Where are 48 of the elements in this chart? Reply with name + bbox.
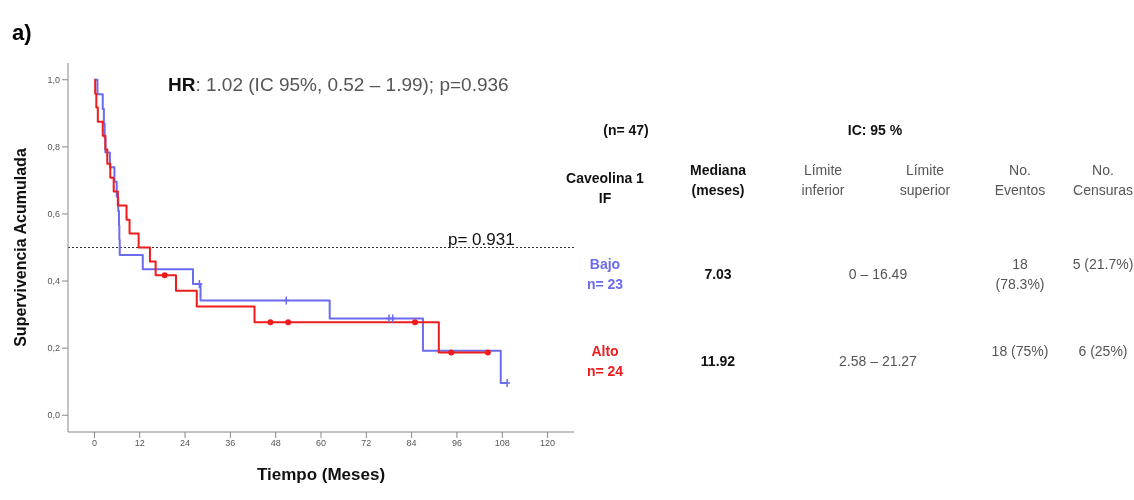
text: Límite superior bbox=[898, 161, 952, 200]
x-tick-label: 60 bbox=[315, 438, 327, 449]
x-tick-label: 84 bbox=[406, 438, 417, 449]
text: 11.92 bbox=[699, 352, 737, 371]
y-tick-label: 0,4 bbox=[47, 276, 60, 287]
annotation: HR: 1.02 (IC 95%, 0.52 – 1.99); p=0.936 bbox=[168, 74, 509, 96]
point bbox=[161, 272, 168, 279]
y-tick-label: 0,8 bbox=[47, 142, 60, 153]
x-tick-label: 36 bbox=[225, 438, 236, 449]
point bbox=[285, 319, 292, 326]
point bbox=[412, 319, 419, 326]
text: 18 (75%) bbox=[990, 342, 1050, 361]
text: No. Censuras bbox=[1072, 161, 1134, 200]
y-axis-title: Supervivencia Acumulada bbox=[11, 148, 29, 347]
point bbox=[484, 349, 491, 356]
annotation: Caveolina 1 IF bbox=[565, 169, 645, 208]
point bbox=[448, 349, 455, 356]
x-tick-label: 12 bbox=[134, 438, 145, 449]
x-tick-label: 120 bbox=[540, 438, 556, 449]
x-tick-label: 96 bbox=[451, 438, 462, 449]
x-tick-label: 72 bbox=[361, 438, 372, 449]
text: n= 24 bbox=[585, 362, 625, 381]
x-tick-label: 108 bbox=[494, 438, 510, 449]
x-tick-label: 0 bbox=[91, 438, 97, 449]
text: n= 23 bbox=[585, 275, 625, 294]
text: Alto bbox=[590, 342, 620, 361]
text: 0 – 16.49 bbox=[847, 265, 909, 284]
text: Límite inferior bbox=[800, 161, 846, 200]
y-tick-label: 0,2 bbox=[47, 343, 60, 354]
text: 2.58 – 21.27 bbox=[838, 352, 918, 371]
text: No. Eventos bbox=[993, 161, 1047, 200]
text: 18 (78.3%) bbox=[994, 255, 1046, 294]
y-tick-label: 0,0 bbox=[47, 410, 60, 421]
x-tick-label: 24 bbox=[180, 438, 191, 449]
text: Bajo bbox=[588, 255, 622, 274]
point bbox=[267, 319, 274, 326]
text: 7.03 bbox=[703, 265, 733, 284]
text: 5 (21.7%) bbox=[1072, 255, 1134, 274]
y-tick-label: 1,0 bbox=[47, 74, 60, 85]
y-tick-label: 0,6 bbox=[47, 209, 60, 220]
text: Mediana (meses) bbox=[689, 161, 747, 200]
text: IC: 95 % bbox=[846, 121, 904, 140]
text: 6 (25%) bbox=[1077, 342, 1129, 361]
text: a) bbox=[12, 20, 32, 46]
x-tick-label: 48 bbox=[270, 438, 281, 449]
annotation: p= 0.931 bbox=[448, 230, 515, 250]
x-axis-title: Tiempo (Meses) bbox=[256, 465, 386, 484]
text: (n= 47) bbox=[602, 121, 650, 140]
